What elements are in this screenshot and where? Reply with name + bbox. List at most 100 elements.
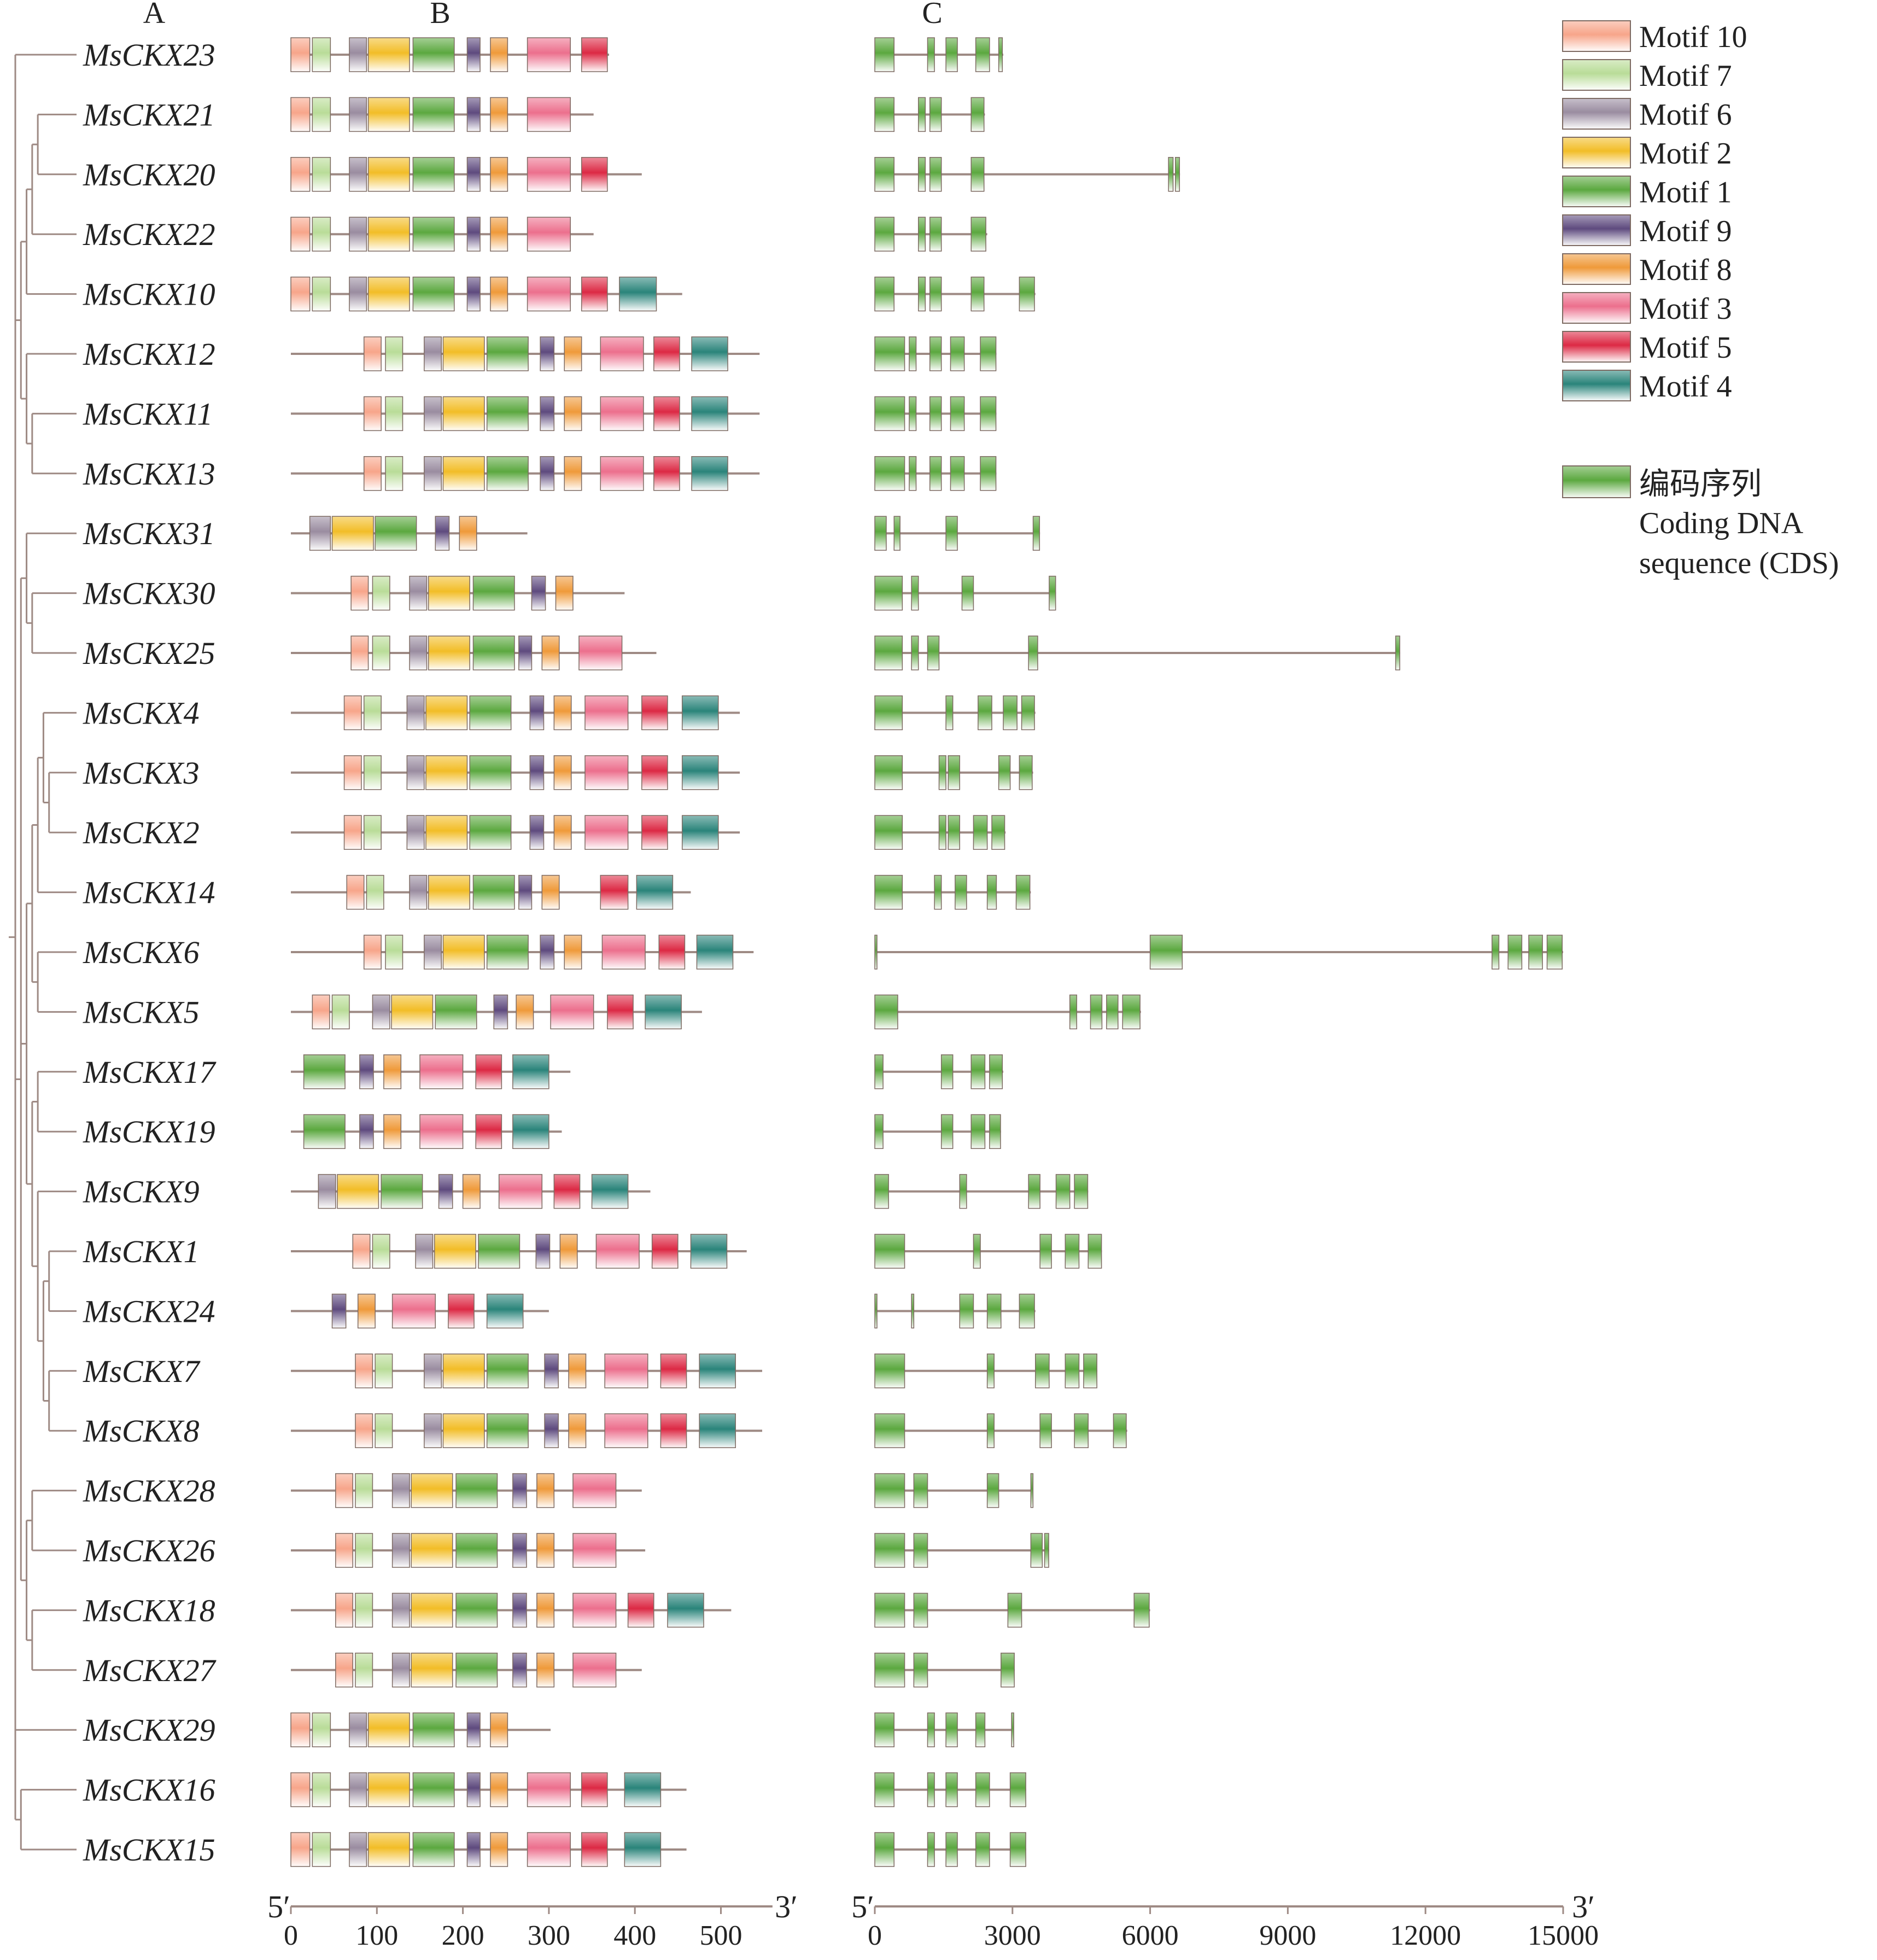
cds-exon [1035,1354,1050,1389]
cds-exon [945,1772,958,1807]
motif-6-box [349,1772,367,1807]
cds-exon [874,276,895,312]
cds-legend-label-en-1: Coding DNA [1639,506,1804,540]
motif-5-box [653,396,680,431]
motif-axis-tick-label: 500 [700,1920,742,1951]
motif-row [291,994,702,1030]
cds-exon [874,1174,889,1209]
cds-exon [980,336,997,371]
cds-exon [874,874,903,910]
gene-row [874,755,1033,790]
motif-4-box [681,695,719,731]
motif-10-box [363,456,382,491]
gene-axis-5prime: 5′ [851,1889,874,1924]
motif-10-box [335,1533,354,1568]
motif-4-box [591,1174,629,1209]
motif-3-box [604,1413,648,1448]
motif-1-box [303,1054,346,1089]
motif-3-box [527,1832,571,1867]
motif-5-box [658,935,686,970]
cds-exon [874,935,878,970]
motif-10-box [350,635,369,670]
cds-exon [1507,935,1523,970]
motif-8-box [541,635,560,670]
motif-5-box [581,157,608,192]
motif-axis-3prime: 3′ [775,1889,798,1924]
motif-5-box [653,456,680,491]
motif-9-box [518,635,533,670]
motif-8-box [564,396,582,431]
motif-row [291,635,657,670]
motif-4-box [512,1054,549,1089]
cds-exon [874,1054,884,1089]
motif-1-box [375,516,417,551]
legend-swatch-motif-1 [1562,176,1631,207]
motif-9-box [529,815,545,850]
gene-row [874,815,1006,850]
motif-9-box [466,217,481,252]
motif-3-box [391,1293,436,1329]
motif-5-box [448,1293,475,1329]
motif-7-box [355,1473,373,1508]
gene-row [874,276,1036,312]
cds-exon [945,695,954,731]
gene-label: MsCKX28 [83,1473,215,1509]
motif-7-box [385,396,404,431]
motif-9-box [466,157,481,192]
gene-label: MsCKX10 [83,277,215,312]
gene-axis-tick-label: 6000 [1122,1920,1179,1951]
motif-4-box [619,276,657,312]
gene-label: MsCKX26 [83,1533,215,1568]
motif-8-box [568,1354,587,1389]
cds-exon [950,396,965,431]
gene-label: MsCKX30 [83,576,215,611]
gene-row [874,1712,1014,1747]
motif-5-box [581,1772,608,1807]
cds-exon [978,695,992,731]
motif-7-box [312,157,331,192]
motif-10-box [355,1413,373,1448]
motif-6-box [424,1413,442,1448]
motif-9-box [331,1293,347,1329]
motif-6-box [424,336,442,371]
gene-row [874,994,1141,1030]
motif-row [291,1054,571,1089]
motif-10-box [290,157,311,192]
motif-2-box [442,1413,485,1448]
motif-2-box [367,217,410,252]
motif-8-box [564,336,582,371]
motif-9-box [466,37,481,72]
gene-row [874,1174,1089,1209]
gene-label: MsCKX5 [83,994,200,1030]
motif-3-box [527,276,571,312]
cds-exon [1032,516,1040,551]
motif-6-box [349,1832,367,1867]
motif-10-box [343,755,362,790]
motif-8-box [490,1832,508,1867]
motif-9-box [466,1832,481,1867]
motif-9-box [359,1114,374,1149]
motif-10-box [312,994,330,1030]
legend-label-motif-5: Motif 5 [1639,331,1732,365]
motif-5-box [607,994,634,1030]
gene-row [874,695,1036,731]
cds-exon [874,815,903,850]
motif-4-box [691,336,728,371]
motif-9-box [531,575,546,611]
motif-6-box [406,755,425,790]
gene-label: MsCKX11 [83,396,213,431]
motif-2-box [442,935,485,970]
legend-label-motif-7: Motif 7 [1639,59,1732,93]
motif-8-box [459,516,477,551]
gene-axis-3prime: 3′ [1572,1889,1595,1924]
cds-exon [1074,1174,1089,1209]
motif-2-box [367,97,410,132]
cds-exon [911,1293,915,1329]
gene-label: MsCKX15 [83,1832,215,1868]
legend-swatch-motif-10 [1562,20,1631,52]
cds-exon [874,1413,905,1448]
panel-label-c: C [922,0,942,30]
motif-10-box [335,1653,354,1688]
gene-label: MsCKX14 [83,875,215,911]
motif-row [291,755,740,790]
